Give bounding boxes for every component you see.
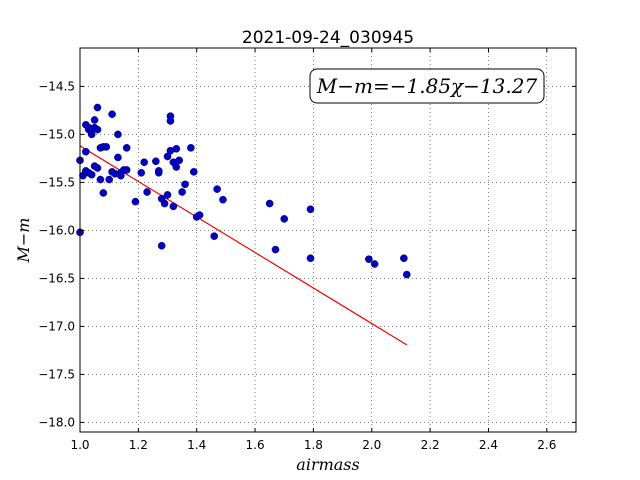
y-tick-label: −15.5 (38, 175, 75, 189)
data-point (370, 260, 379, 268)
data-point (90, 116, 99, 124)
data-point (102, 143, 111, 151)
data-point (131, 197, 140, 206)
plot-area (80, 48, 576, 432)
data-point (306, 254, 315, 263)
x-tick-label: 1.8 (304, 438, 323, 452)
fit-annotation: M−m=−1.85χ−13.27 (316, 74, 538, 98)
data-point (400, 254, 408, 263)
data-point (122, 166, 131, 174)
x-tick-label: 1.0 (70, 438, 89, 452)
data-point (178, 188, 186, 196)
data-point (96, 175, 105, 184)
data-point (93, 103, 102, 112)
data-point (365, 255, 373, 264)
data-point (154, 167, 163, 175)
grid (79, 48, 576, 432)
data-point (195, 211, 204, 219)
data-point (114, 153, 122, 162)
data-point (181, 180, 189, 189)
data-point (114, 130, 122, 139)
x-tick-label: 2.6 (537, 438, 556, 452)
data-point (87, 170, 96, 179)
data-point (108, 110, 116, 119)
data-point (172, 163, 181, 171)
x-axis-label: airmass (296, 455, 359, 474)
data-point (213, 185, 221, 193)
data-point (306, 205, 315, 214)
fit-line-group (79, 145, 408, 346)
data-point (143, 188, 151, 196)
x-tick-label: 2.0 (362, 438, 381, 452)
x-tick-label: 1.2 (129, 438, 148, 452)
chart-title: 2021-09-24_030945 (242, 28, 414, 48)
data-point (169, 202, 178, 211)
data-point (137, 168, 146, 177)
data-point (175, 156, 183, 165)
x-tick-label: 1.4 (187, 438, 206, 452)
data-point (105, 175, 113, 184)
data-point (210, 232, 219, 240)
data-point (219, 195, 227, 204)
data-point (187, 144, 195, 152)
data-point (402, 270, 411, 279)
data-point (160, 199, 169, 208)
x-tick-label: 2.2 (421, 438, 440, 452)
x-tick-label: 2.4 (479, 438, 498, 452)
data-point (93, 125, 102, 134)
fit-line (79, 145, 408, 346)
y-axis-label: M−m (14, 218, 33, 264)
data-point (280, 215, 289, 223)
data-point (172, 144, 181, 153)
y-tick-label: −18.0 (38, 415, 75, 429)
data-point (140, 158, 148, 167)
y-tick-label: −15.0 (38, 127, 75, 141)
y-tick-label: −17.5 (38, 367, 75, 381)
plot-frame (79, 47, 577, 433)
data-point (152, 157, 160, 166)
y-tick-label: −17.0 (38, 319, 75, 333)
data-point (265, 199, 274, 208)
data-point (166, 117, 175, 125)
axis-ticks: 1.0 1.2 1.4 1.6 1.8 2.0 2.2 2.4 2.6 −14.5 −15.0 −15… (38, 48, 576, 452)
fit-annotation-box: M−m=−1.85χ−13.27 (309, 68, 545, 104)
data-points (76, 103, 411, 279)
x-tick-label: 1.6 (246, 438, 265, 452)
data-point (157, 241, 166, 250)
data-point (99, 189, 108, 197)
y-tick-label: −16.0 (38, 223, 75, 237)
data-point (189, 168, 198, 176)
data-point (163, 191, 172, 199)
y-tick-label: −16.5 (38, 271, 75, 285)
data-point (122, 144, 131, 152)
data-point (93, 164, 102, 172)
data-point (82, 147, 90, 156)
y-tick-label: −14.5 (38, 79, 75, 93)
data-point (271, 245, 280, 254)
